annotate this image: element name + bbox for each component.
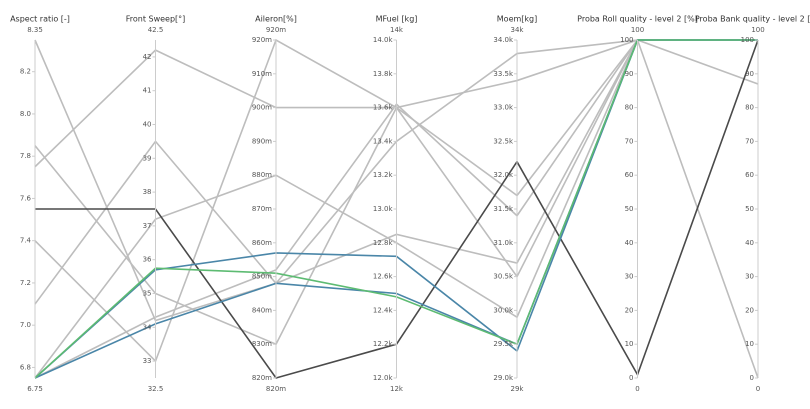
tick-label: 39 <box>143 154 152 162</box>
tick-label: 6.8 <box>20 363 31 371</box>
tick-label: 33.0k <box>493 104 514 112</box>
tick-label: 60 <box>745 171 754 179</box>
range-label: 0 <box>756 385 760 393</box>
tick-label: 34 <box>143 323 152 331</box>
tick-label: 890m <box>252 137 272 145</box>
tick-label: 30 <box>625 273 634 281</box>
tick-label: 10 <box>625 340 634 348</box>
tick-label: 29.5k <box>493 340 514 348</box>
tick-label: 35 <box>143 290 152 298</box>
tick-label: 40 <box>143 121 152 129</box>
tick-label: 13.6k <box>373 104 394 112</box>
tick-label: 30 <box>745 273 754 281</box>
tick-label: 90 <box>625 70 634 78</box>
tick-label: 70 <box>745 137 754 145</box>
axis-title: Front Sweep[°] <box>126 15 186 24</box>
tick-label: 33.5k <box>493 70 514 78</box>
range-label: 14k <box>390 26 404 34</box>
tick-label: 37 <box>143 222 152 230</box>
tick-label: 12.6k <box>373 273 394 281</box>
tick-label: 12.0k <box>373 374 394 382</box>
tick-label: 7.8 <box>20 152 31 160</box>
tick-label: 38 <box>143 188 152 196</box>
tick-label: 12.4k <box>373 306 394 314</box>
tick-label: 13.2k <box>373 171 394 179</box>
range-label: 8.35 <box>27 26 43 34</box>
tick-label: 830m <box>252 340 272 348</box>
tick-label: 860m <box>252 239 272 247</box>
tick-label: 30.0k <box>493 306 514 314</box>
tick-label: 36 <box>143 256 152 264</box>
tick-label: 14.0k <box>373 36 394 44</box>
tick-label: 8.2 <box>20 68 31 76</box>
tick-label: 50 <box>745 205 754 213</box>
axis-title: Proba Bank quality - level 2 [%] <box>695 15 810 24</box>
tick-label: 29.0k <box>493 374 514 382</box>
tick-label: 920m <box>252 36 272 44</box>
tick-label: 100 <box>741 36 754 44</box>
tick-label: 40 <box>625 239 634 247</box>
tick-label: 60 <box>625 171 634 179</box>
tick-label: 40 <box>745 239 754 247</box>
tick-label: 31.0k <box>493 239 514 247</box>
range-label: 0 <box>635 385 639 393</box>
tick-label: 50 <box>625 205 634 213</box>
tick-label: 41 <box>143 87 152 95</box>
tick-label: 7.2 <box>20 279 31 287</box>
tick-label: 33 <box>143 357 152 365</box>
range-label: 6.75 <box>27 385 43 393</box>
tick-label: 20 <box>745 306 754 314</box>
tick-label: 100 <box>620 36 633 44</box>
tick-label: 8.0 <box>20 110 31 118</box>
axis-title: Moem[kg] <box>497 15 537 24</box>
tick-label: 13.8k <box>373 70 394 78</box>
axis-title: Proba Roll quality - level 2 [%] <box>577 15 698 24</box>
range-label: 100 <box>751 26 764 34</box>
tick-label: 80 <box>625 104 634 112</box>
tick-label: 34.0k <box>493 36 514 44</box>
tick-label: 31.5k <box>493 205 514 213</box>
tick-label: 13.0k <box>373 205 394 213</box>
tick-label: 42 <box>143 53 152 61</box>
range-label: 920m <box>266 26 286 34</box>
range-label: 32.5 <box>148 385 164 393</box>
axis-title: MFuel [kg] <box>376 15 418 24</box>
tick-label: 820m <box>252 374 272 382</box>
tick-label: 80 <box>745 104 754 112</box>
axis-title: Aileron[%] <box>255 15 297 24</box>
range-label: 100 <box>631 26 644 34</box>
tick-label: 840m <box>252 306 272 314</box>
tick-label: 10 <box>745 340 754 348</box>
tick-label: 70 <box>625 137 634 145</box>
tick-label: 910m <box>252 70 272 78</box>
tick-label: 880m <box>252 171 272 179</box>
range-label: 34k <box>511 26 525 34</box>
range-label: 820m <box>266 385 286 393</box>
range-label: 12k <box>390 385 404 393</box>
tick-label: 90 <box>745 70 754 78</box>
tick-label: 0 <box>629 374 633 382</box>
axis-title: Aspect ratio [-] <box>10 15 70 24</box>
tick-label: 7.0 <box>20 321 31 329</box>
tick-label: 32.5k <box>493 137 514 145</box>
range-label: 42.5 <box>148 26 164 34</box>
tick-label: 12.2k <box>373 340 394 348</box>
tick-label: 7.6 <box>20 194 32 202</box>
tick-label: 20 <box>625 306 634 314</box>
tick-label: 12.8k <box>373 239 394 247</box>
tick-label: 850m <box>252 273 272 281</box>
tick-label: 13.4k <box>373 137 394 145</box>
tick-label: 900m <box>252 104 272 112</box>
tick-label: 32.0k <box>493 171 514 179</box>
range-label: 29k <box>511 385 525 393</box>
tick-label: 30.5k <box>493 273 514 281</box>
tick-label: 0 <box>750 374 754 382</box>
tick-label: 870m <box>252 205 272 213</box>
tick-label: 7.4 <box>20 237 32 245</box>
